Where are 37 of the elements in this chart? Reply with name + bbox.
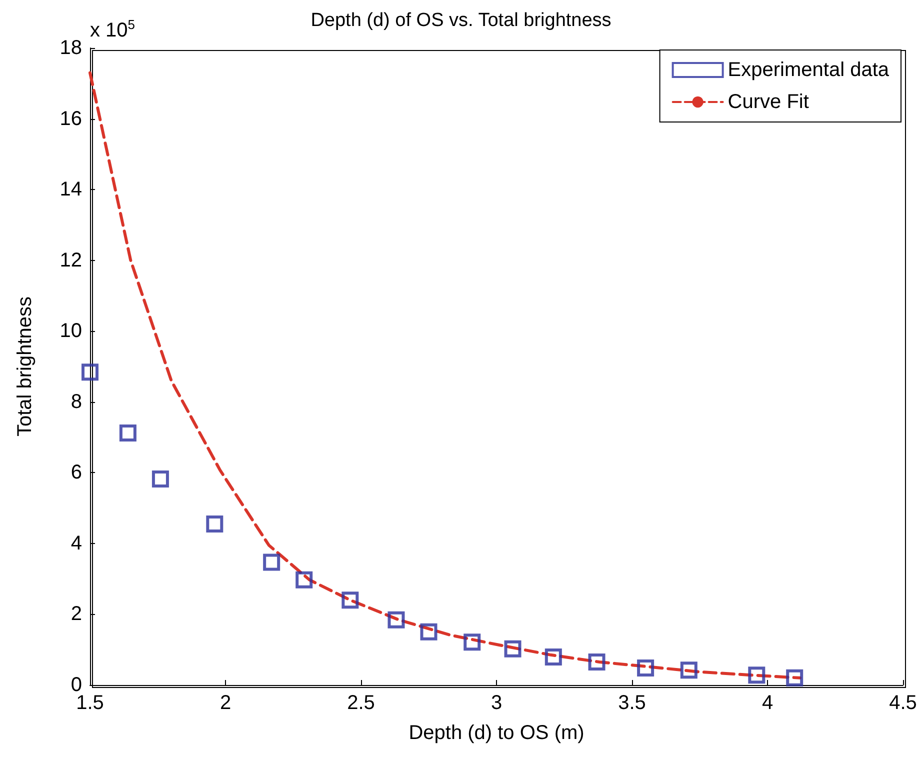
y-tick-label: 18 <box>60 37 82 59</box>
x-tick-label: 4.5 <box>889 692 917 714</box>
point <box>786 669 804 686</box>
y-tick-label: 6 <box>70 462 82 484</box>
y-tick-label: 12 <box>60 249 82 272</box>
x-axis-title: Depth (d) to OS (m) <box>408 722 584 744</box>
x-tick-label: 3.5 <box>618 692 646 714</box>
point <box>637 660 654 677</box>
point <box>82 364 98 381</box>
point <box>464 634 481 651</box>
point <box>263 554 280 571</box>
y-tick-label: 10 <box>60 320 82 342</box>
point <box>206 515 224 532</box>
point <box>342 592 359 609</box>
point <box>388 611 405 628</box>
point <box>152 470 169 488</box>
y-tick-label: 4 <box>70 532 82 554</box>
point <box>119 424 136 442</box>
x-tick-label: 2.5 <box>347 692 375 714</box>
point <box>296 571 313 588</box>
point <box>544 648 562 666</box>
x-tick-label: 3 <box>490 692 502 714</box>
y-tick-label: 14 <box>60 178 82 201</box>
y-tick-label: 16 <box>60 108 82 130</box>
y-tick-label: 2 <box>70 603 82 626</box>
y-axis-title: Total brightness <box>14 296 36 437</box>
point <box>420 623 438 640</box>
point <box>748 666 766 684</box>
legend-label: Curve Fit <box>728 91 810 113</box>
x-tick-label: 2 <box>220 692 232 714</box>
point <box>588 653 606 670</box>
legend-label: Experimental data <box>728 59 890 81</box>
x-tick-label: 4 <box>762 692 774 714</box>
point <box>504 640 522 658</box>
point <box>680 662 698 679</box>
chart-title: Depth (d) of OS vs. Total brightness <box>310 10 612 31</box>
y-tick-label: 8 <box>70 390 82 413</box>
